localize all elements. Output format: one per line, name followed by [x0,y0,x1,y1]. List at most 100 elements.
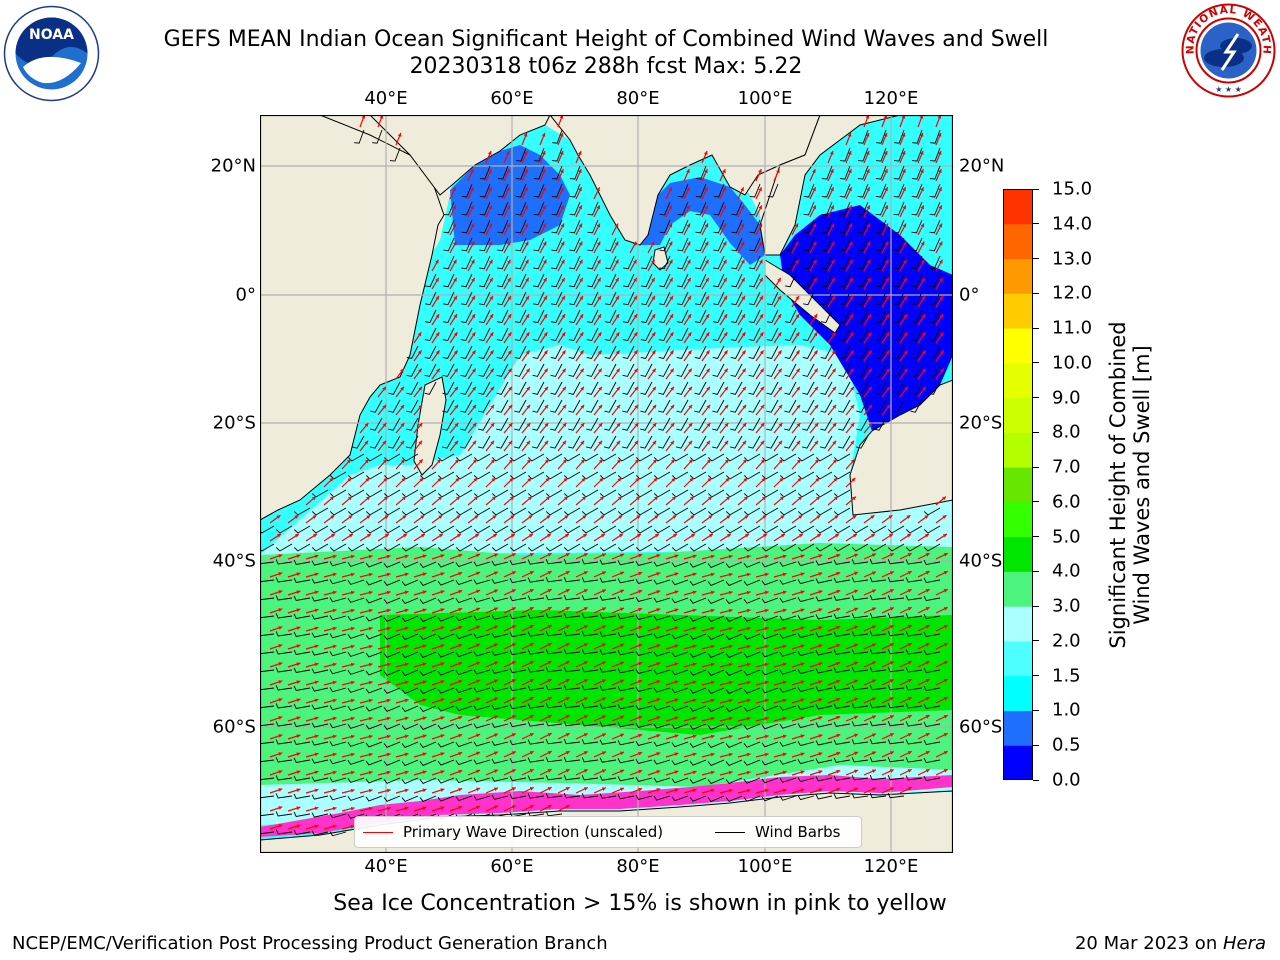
wave-arrow-head [638,769,643,774]
wave-arrow-head [871,715,876,719]
wind-barb [365,615,383,622]
wind-barb [545,613,563,619]
legend-wind-barbs-label: Wind Barbs [755,823,841,841]
wind-barb [497,165,509,180]
colorbar-tick-mark [1033,466,1039,468]
wind-barb [563,720,581,727]
wave-arrow-head [943,571,948,575]
wind-barb [858,129,869,144]
wind-barb [365,705,383,712]
wind-barb [443,273,455,288]
wave-arrow-head [834,515,839,519]
wind-barb [815,722,833,728]
wind-barb [820,381,833,395]
wave-arrow-head [795,332,800,337]
wave-arrow-head [830,223,835,228]
colorbar-tick-label: 7.0 [1052,456,1081,478]
colorbar-swatch [1003,397,1033,433]
wave-arrow-head [583,787,588,791]
wind-barb [443,237,455,252]
wave-arrow-head [452,241,457,246]
wave-arrow-head [597,295,601,300]
wind-barb [491,560,509,566]
wind-barb [749,255,761,270]
wind-barb [905,595,923,601]
wave-arrow-head [404,752,409,757]
wind-barb [622,345,635,359]
wave-arrow-head [818,752,823,756]
wind-barb [851,775,869,781]
wave-arrow-head [417,350,422,355]
wave-arrow-head [422,644,427,649]
wave-arrow-head [616,404,621,409]
wave-arrow-head [836,553,841,558]
wind-barb [856,327,869,342]
wave-arrow-head [688,440,693,445]
wave-arrow-head [671,477,676,482]
wave-arrow-head [669,259,673,264]
wave-arrow-head [455,496,460,501]
wind-barb [797,705,815,711]
wind-barb [797,579,815,585]
wave-arrow-head [902,205,906,210]
wind-barb [563,648,581,655]
wind-barb [713,219,725,234]
wave-arrow-head [598,386,602,391]
wave-arrow-head [777,277,781,282]
wind-barb [437,705,455,712]
wind-barb [671,651,689,658]
wind-barb [509,685,527,692]
wind-barb [839,183,851,198]
wave-arrow-head [668,241,673,246]
wave-arrow-head [437,477,442,482]
wind-barb [875,237,887,252]
land-madagascar [413,376,447,476]
wave-arrow-head [615,314,620,319]
wind-barb [599,595,617,601]
wave-arrow-head [656,554,661,558]
wave-arrow-head [601,643,606,647]
wind-barb [599,721,617,727]
ocean-light-area [260,345,953,560]
wave-arrow-head [633,314,638,319]
wind-barb [761,633,779,640]
wind-barb [586,399,599,413]
wind-barb [658,363,671,377]
wave-arrow-head [527,496,532,501]
wave-arrow-head [386,734,391,739]
wave-arrow-head [686,169,690,174]
wave-arrow-head [404,716,409,721]
wave-arrow-head [885,295,889,300]
wave-arrow-head [669,314,674,319]
wave-arrow-head [638,607,643,612]
wind-barb [851,685,869,691]
wave-arrow-head [488,223,493,228]
wave-arrow-head [764,554,769,559]
wave-arrow-head [616,386,620,391]
wind-barb [856,345,869,359]
wave-arrow-head [889,643,894,647]
wind-barb [676,327,689,342]
wave-arrow-head [848,223,853,228]
wind-barb [347,723,365,729]
wave-arrow-head [547,787,552,791]
wind-barb [581,453,599,462]
wave-arrow-head [634,368,638,373]
wave-arrow-head [833,496,838,501]
colorbar-tick-label: 9.0 [1052,387,1081,409]
wind-barb [455,633,473,640]
wind-barb [784,399,797,413]
wind-barb [491,453,509,462]
wave-arrow-head [382,386,386,391]
wave-arrow-head [889,733,894,737]
wave-arrow-head [598,423,603,427]
wave-arrow-head [656,716,661,720]
wind-barb [329,543,347,552]
wave-arrow-head [764,608,769,613]
wave-arrow-head [777,295,781,300]
wave-arrow-head [559,132,564,137]
wave-arrow-head [692,698,697,703]
wind-barb [581,613,599,619]
wind-barb [425,273,437,288]
legend-wave-direction-label: Primary Wave Direction (unscaled) [403,823,664,841]
